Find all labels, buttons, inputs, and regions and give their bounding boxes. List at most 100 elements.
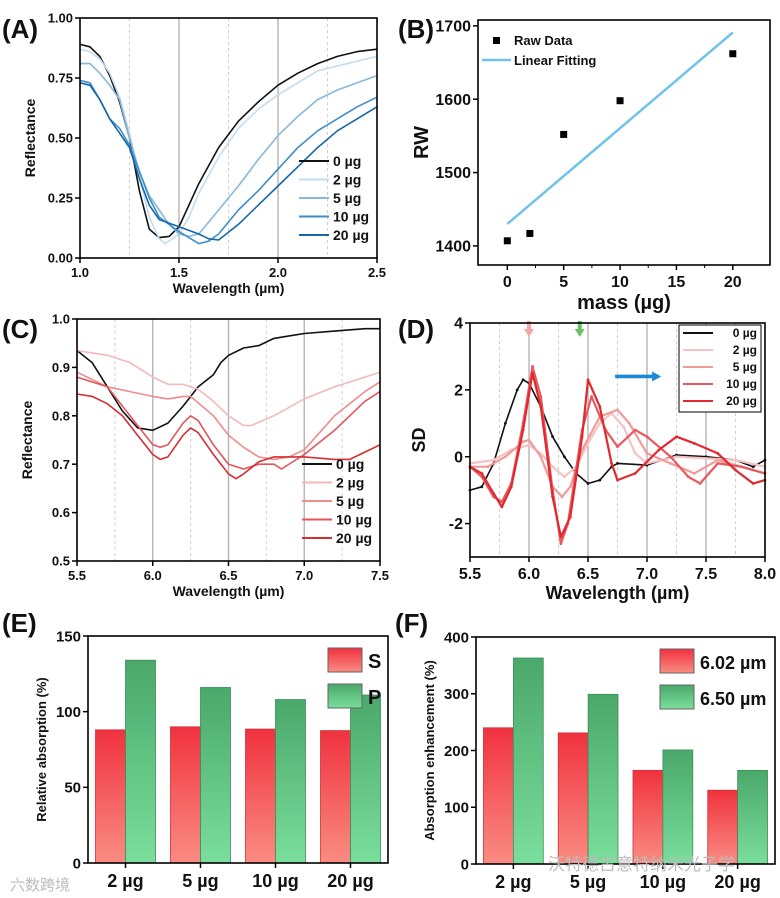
legend-label: 10 µg	[333, 208, 369, 224]
y-tick-label: 1.00	[48, 11, 73, 26]
data-point	[675, 455, 678, 459]
x-tick-label: 7.5	[695, 566, 717, 583]
bar	[632, 769, 664, 865]
plot-frame	[87, 635, 389, 864]
data-point	[560, 495, 564, 499]
legend-box	[678, 324, 762, 413]
legend-label: 5 µg	[733, 360, 757, 374]
x-tick-label: 10 µg	[252, 871, 298, 891]
legend-swatch	[327, 647, 363, 673]
legend-label: 2 µg	[333, 171, 361, 187]
bar	[125, 659, 156, 864]
data-point	[551, 465, 554, 469]
x-tick-label: 2 µg	[495, 872, 531, 892]
legend-label: 0 µg	[336, 456, 364, 472]
data-point	[590, 395, 593, 398]
data-point	[616, 462, 619, 465]
legend-label: 0 µg	[733, 326, 757, 340]
data-point	[616, 478, 619, 482]
y-tick-label: 0.6	[52, 505, 70, 520]
x-tick-label: 20	[724, 274, 742, 291]
y-tick-label: 0	[73, 855, 81, 872]
data-point	[492, 458, 495, 462]
series-line	[79, 82, 378, 241]
bar	[350, 694, 381, 864]
watermark-left: 六数跨境	[10, 876, 70, 894]
data-point	[704, 456, 708, 460]
y-tick-label: 100	[56, 704, 81, 721]
panel-label: (C)	[2, 314, 38, 344]
bar	[170, 726, 201, 864]
data-point	[480, 485, 484, 489]
x-tick-label: 2 µg	[107, 871, 143, 891]
data-point	[751, 482, 755, 485]
y-axis-label: Relative absorption (%)	[34, 677, 49, 821]
y-tick-label: 200	[444, 743, 469, 760]
data-point	[563, 455, 566, 459]
data-point	[504, 455, 507, 459]
bar	[707, 789, 739, 865]
y-tick-label: 1600	[435, 92, 471, 109]
x-tick-label: 5.5	[68, 568, 86, 583]
x-tick-label: 7.0	[295, 568, 313, 583]
plot-frame	[469, 322, 766, 558]
y-tick-label: 0.9	[52, 360, 70, 375]
bar	[200, 687, 231, 864]
data-point	[521, 428, 525, 432]
x-tick-label: 2.5	[368, 265, 386, 280]
data-point	[559, 535, 563, 539]
legend-swatch	[493, 37, 500, 44]
data-point	[692, 441, 696, 445]
data-point	[527, 443, 531, 447]
data-point	[560, 130, 568, 138]
data-point	[551, 435, 554, 439]
y-tick-label: 0	[461, 856, 469, 873]
series-line	[469, 372, 766, 538]
legend-swatch	[327, 683, 363, 709]
y-tick-label: 300	[444, 686, 469, 703]
data-point	[734, 458, 737, 462]
data-point	[480, 472, 484, 475]
x-tick-label: 5.5	[459, 566, 481, 583]
y-axis-label: Reflectance	[22, 98, 38, 177]
y-axis-label: RW	[411, 126, 433, 159]
y-tick-label: 0.00	[48, 251, 73, 266]
bar	[275, 699, 306, 864]
data-point	[586, 441, 590, 445]
legend-label: S	[368, 651, 381, 673]
legend-label: 0 µg	[333, 153, 361, 169]
legend-label: 2 µg	[336, 474, 364, 490]
x-tick-label: 1.0	[71, 265, 89, 280]
series-line	[469, 412, 766, 478]
data-point	[751, 465, 755, 469]
x-tick-label: 1.5	[170, 265, 188, 280]
x-tick-label: 15	[668, 274, 686, 291]
y-tick-label: 50	[64, 780, 81, 797]
data-point	[598, 478, 602, 482]
panel-label: (A)	[2, 14, 38, 44]
bar	[662, 749, 694, 865]
y-tick-label: 0.8	[52, 408, 70, 423]
x-tick-label: 5 µg	[182, 871, 218, 891]
panel-label: (D)	[398, 314, 434, 344]
data-point	[492, 492, 495, 495]
data-point	[539, 455, 543, 459]
data-point	[486, 465, 490, 469]
data-point	[669, 462, 672, 465]
data-point	[627, 421, 631, 425]
down-arrow-icon	[574, 321, 585, 337]
data-point	[616, 97, 624, 105]
data-point	[580, 435, 584, 439]
x-axis-label: mass (µg)	[577, 292, 671, 314]
data-point	[692, 472, 696, 475]
bar	[483, 727, 514, 865]
data-point	[509, 485, 513, 489]
data-point	[515, 388, 519, 392]
x-tick-label: 0	[503, 274, 512, 291]
y-tick-label: 0.25	[48, 191, 73, 206]
plot-frame	[76, 318, 381, 562]
data-point	[559, 542, 563, 546]
bar	[320, 730, 351, 864]
x-axis-label: Wavelength (µm)	[173, 280, 285, 296]
